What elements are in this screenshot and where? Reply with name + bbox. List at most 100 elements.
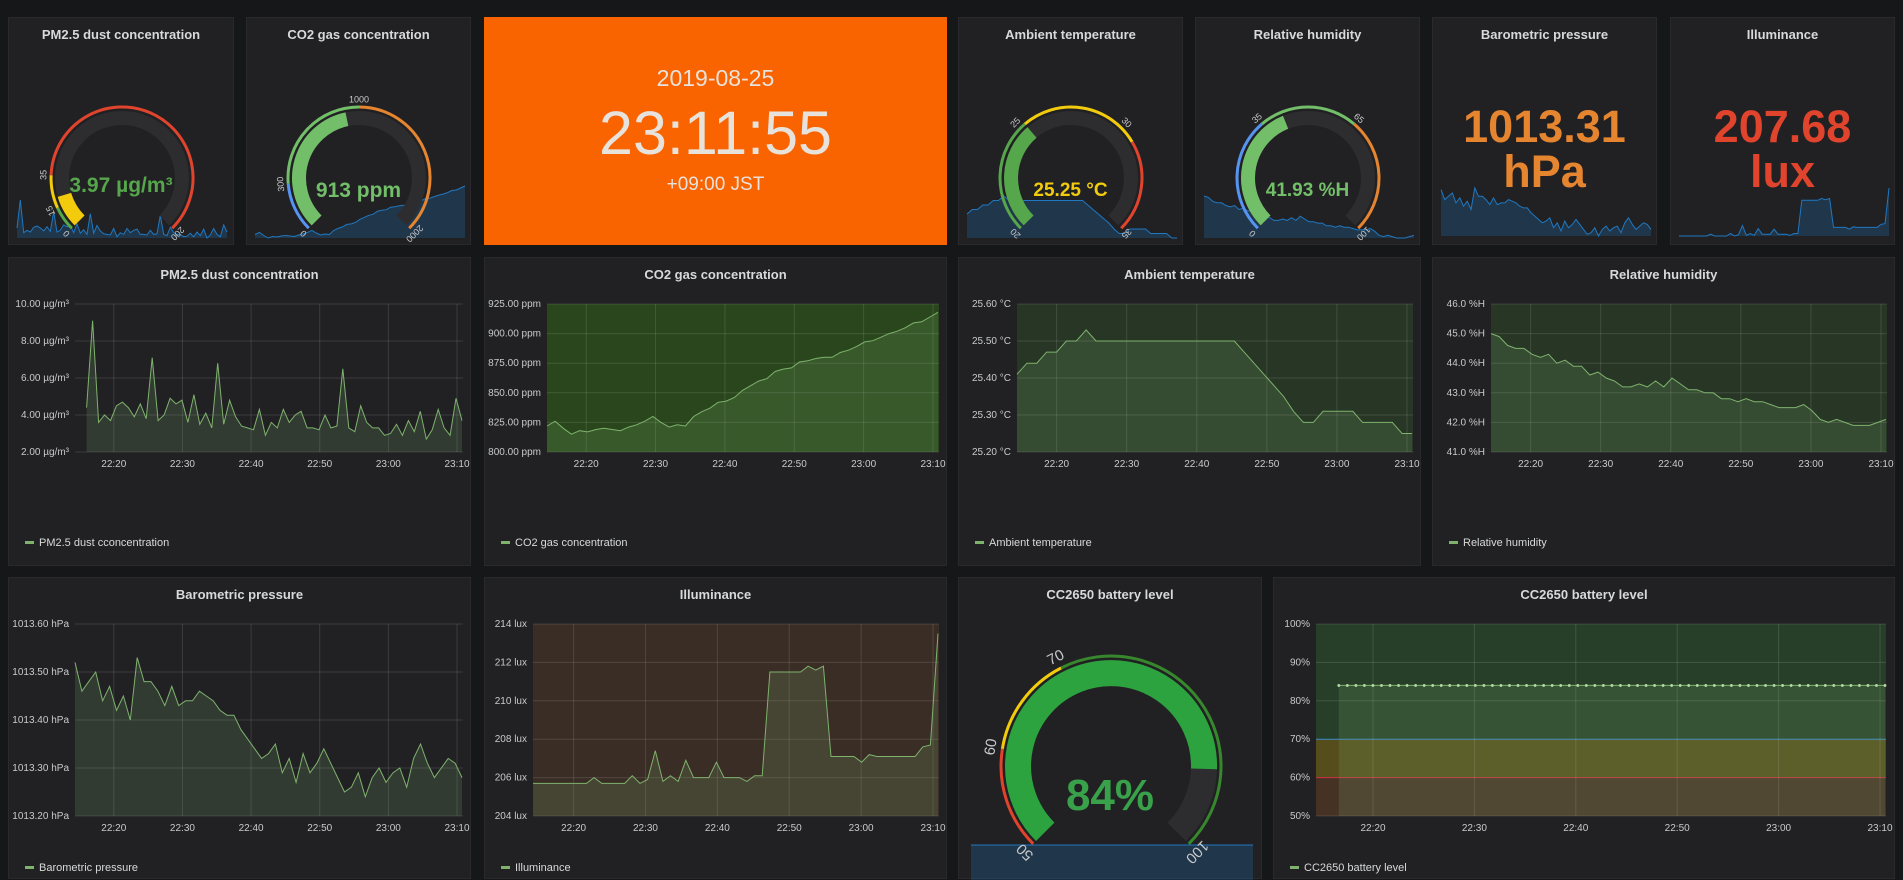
x-tick-label: 23:00 — [1798, 459, 1823, 470]
y-tick-label: 206 lux — [495, 773, 527, 784]
series-point — [1798, 684, 1802, 687]
series-point — [1678, 684, 1682, 687]
graph-legend[interactable]: PM2.5 dust cconcentration — [25, 537, 169, 549]
gauge-tick-label: 30 — [1120, 115, 1134, 129]
x-tick-label: 23:10 — [920, 459, 945, 470]
y-tick-label: 43.0 %H — [1447, 388, 1485, 399]
temp-stat-panel[interactable]: Ambient temperature 20 25 30 35 25.25 °C — [958, 17, 1183, 245]
x-tick-label: 23:00 — [849, 823, 874, 834]
clock-date: 2019-08-25 — [656, 65, 775, 91]
series-point — [1738, 684, 1742, 687]
y-tick-label: 825.00 ppm — [488, 417, 541, 428]
graph-legend[interactable]: Ambient temperature — [975, 537, 1092, 549]
sparkline-area — [17, 200, 227, 238]
y-tick-label: 46.0 %H — [1447, 299, 1485, 310]
humidity-graph[interactable]: 41.0 %H 42.0 %H 43.0 %H 44.0 %H 45.0 %H 46.0 … — [1433, 258, 1896, 567]
plot-background — [533, 624, 939, 816]
series-point — [1875, 684, 1878, 687]
series-point — [1533, 684, 1537, 687]
gauge-threshold-arc — [1235, 122, 1263, 230]
series-point — [1610, 684, 1614, 687]
sparkline-line — [1679, 187, 1890, 237]
illuminance-sparkline — [1679, 187, 1890, 237]
illuminance-stat-panel[interactable]: Illuminance 207.68 lux — [1670, 17, 1895, 245]
pressure-graph-panel[interactable]: Barometric pressure 1013.20 hPa 1013.30 h… — [8, 577, 471, 879]
series-point — [1806, 684, 1810, 687]
illuminance-graph-panel[interactable]: Illuminance 204 lux 206 lux 208 lux 210 lux… — [484, 577, 947, 879]
battery-stat-panel[interactable]: CC2650 battery level 50 60 70 100 84% — [958, 577, 1262, 880]
co2-graph[interactable]: 800.00 ppm 825.00 ppm 850.00 ppm 875.00 ppm… — [485, 258, 948, 567]
x-tick-label: 22:20 — [101, 459, 126, 470]
x-tick-label: 22:40 — [1184, 459, 1209, 470]
humidity-graph-panel[interactable]: Relative humidity 41.0 %H 42.0 %H 43.0 %H 4… — [1432, 257, 1895, 566]
pressure-stat-panel[interactable]: Barometric pressure 1013.31 hPa — [1432, 17, 1657, 245]
x-tick-label: 22:30 — [643, 459, 668, 470]
gauge-threshold-arc — [1260, 105, 1356, 126]
humidity-stat-panel[interactable]: Relative humidity 0 35 65 100 41.93 %H — [1195, 17, 1420, 245]
x-tick-label: 22:50 — [1665, 823, 1690, 834]
series-point — [1465, 684, 1469, 687]
series-point — [1849, 684, 1853, 687]
series-point — [1354, 684, 1358, 687]
series-point — [1388, 684, 1392, 687]
sparkline-line — [254, 185, 466, 239]
series-point — [1473, 684, 1477, 687]
battery-graph[interactable]: 50% 60% 70% 80% 90% 100% 22:20 22:30 22:40 22:50 2… — [1274, 578, 1896, 880]
legend-swatch — [1290, 865, 1299, 869]
y-tick-label: 214 lux — [495, 619, 527, 630]
legend-swatch — [501, 540, 510, 544]
panel-title: Ambient temperature — [1124, 267, 1255, 282]
x-tick-label: 22:30 — [1114, 459, 1139, 470]
sparkline-area — [1679, 188, 1889, 236]
series-point — [1584, 684, 1588, 687]
series-line — [533, 633, 939, 785]
x-tick-label: 23:10 — [444, 823, 469, 834]
x-tick-label: 23:00 — [851, 459, 876, 470]
battery-sparkline-area — [971, 845, 1253, 880]
series-point — [1567, 684, 1571, 687]
battery-graph-panel[interactable]: CC2650 battery level 50% 60% 70% 80% 90% 100%… — [1273, 577, 1895, 879]
pm25-value: 3.97 µg/m³ — [69, 174, 173, 197]
series-area — [1017, 329, 1412, 452]
pm25-graph-panel[interactable]: PM2.5 dust concentration 2.00 µg/m³ 4.00 … — [8, 257, 471, 566]
series-point — [1448, 684, 1452, 687]
pm25-graph[interactable]: 2.00 µg/m³ 4.00 µg/m³ 6.00 µg/m³ 8.00 µg/m³… — [9, 258, 472, 567]
pressure-graph[interactable]: 1013.20 hPa 1013.30 hPa 1013.40 hPa 1013.50… — [9, 578, 472, 880]
series-point — [1456, 684, 1460, 687]
gauge-threshold-arc — [998, 122, 1026, 230]
series-point — [1747, 684, 1750, 687]
series-area — [1491, 333, 1886, 452]
y-tick-label: 210 lux — [495, 696, 527, 707]
x-tick-label: 22:40 — [712, 459, 737, 470]
pm25-stat-panel[interactable]: PM2.5 dust concentration 0 15 35 200 3.97 µ… — [8, 17, 234, 245]
temp-graph-panel[interactable]: Ambient temperature 25.20 °C 25.30 °C 25.4… — [958, 257, 1421, 566]
gauge-threshold-arc — [286, 105, 360, 184]
series-point — [1397, 684, 1400, 687]
graph-legend[interactable]: CO2 gas concentration — [501, 537, 628, 549]
y-tick-label: 50% — [1290, 811, 1310, 822]
co2-value: 913 ppm — [315, 179, 402, 202]
y-tick-label: 1013.60 hPa — [12, 619, 69, 630]
co2-stat-panel[interactable]: CO2 gas concentration 0 300 1000 2000 913 p… — [246, 17, 471, 245]
y-tick-label: 4.00 µg/m³ — [21, 410, 70, 421]
temp-graph[interactable]: 25.20 °C 25.30 °C 25.40 °C 25.50 °C 25.60 °C… — [959, 258, 1422, 567]
graph-legend[interactable]: CC2650 battery level — [1290, 862, 1407, 874]
series-point — [1832, 684, 1836, 687]
co2-graph-panel[interactable]: CO2 gas concentration 800.00 ppm 825.00 p… — [484, 257, 947, 566]
x-tick-label: 22:30 — [170, 459, 195, 470]
graph-legend[interactable]: Illuminance — [501, 862, 571, 874]
illuminance-unit: lux — [1749, 146, 1816, 197]
series-line — [1016, 329, 1412, 434]
series-area — [547, 312, 938, 452]
graph-legend[interactable]: Barometric pressure — [25, 862, 138, 874]
series-point — [1431, 684, 1435, 687]
legend-label: Relative humidity — [1463, 537, 1547, 549]
gauge-tick-label: 35 — [1250, 111, 1264, 125]
legend-label: Illuminance — [515, 862, 571, 874]
graph-legend[interactable]: Relative humidity — [1449, 537, 1547, 549]
illuminance-graph[interactable]: 204 lux 206 lux 208 lux 210 lux 212 lux 214 l… — [485, 578, 948, 880]
y-tick-label: 25.60 °C — [972, 299, 1011, 310]
series-point — [1823, 684, 1827, 687]
series-point — [1661, 684, 1665, 687]
